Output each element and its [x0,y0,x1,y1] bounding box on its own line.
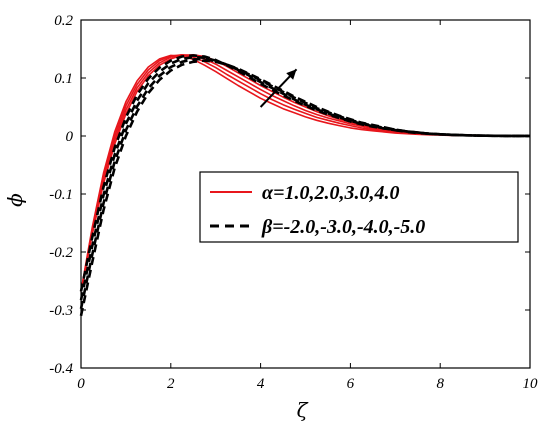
x-tick-label: 4 [257,376,265,392]
x-tick-label: 8 [436,376,444,392]
x-tick-label: 2 [167,376,175,392]
ticks-layer: 0 2 4 6 8 10 -0.4 -0.3 -0.2 -0.1 0 0.1 0.2 [49,13,538,392]
x-tick-label: 6 [347,376,355,392]
series-line-5 [79,54,531,292]
y-axis-label: ϕ [3,193,27,207]
y-tick-label: 0.1 [54,71,73,87]
x-tick-label: 0 [77,376,85,392]
y-tick-label: -0.2 [49,245,73,261]
y-tick-label: -0.4 [49,361,73,377]
series-layer [79,53,531,317]
y-tick-label: 0.2 [54,13,73,29]
y-tick-label: 0 [66,129,74,145]
y-tick-label: -0.1 [49,187,73,203]
annotation-arrow [259,68,298,108]
legend-label-alpha: α=1.0,2.0,3.0,4.0 [262,182,399,204]
legend: α=1.0,2.0,3.0,4.0 β=-2.0,-3.0,-4.0,-5.0 [199,171,519,243]
arrow-head [286,69,297,80]
x-tick-label: 10 [523,376,539,392]
x-axis-label: ζ [297,398,309,422]
series-line-8 [79,59,531,317]
series-line-6 [79,55,531,301]
legend-box [199,171,519,243]
y-tick-label: -0.3 [49,303,73,319]
legend-label-beta: β=-2.0,-3.0,-4.0,-5.0 [261,216,425,238]
